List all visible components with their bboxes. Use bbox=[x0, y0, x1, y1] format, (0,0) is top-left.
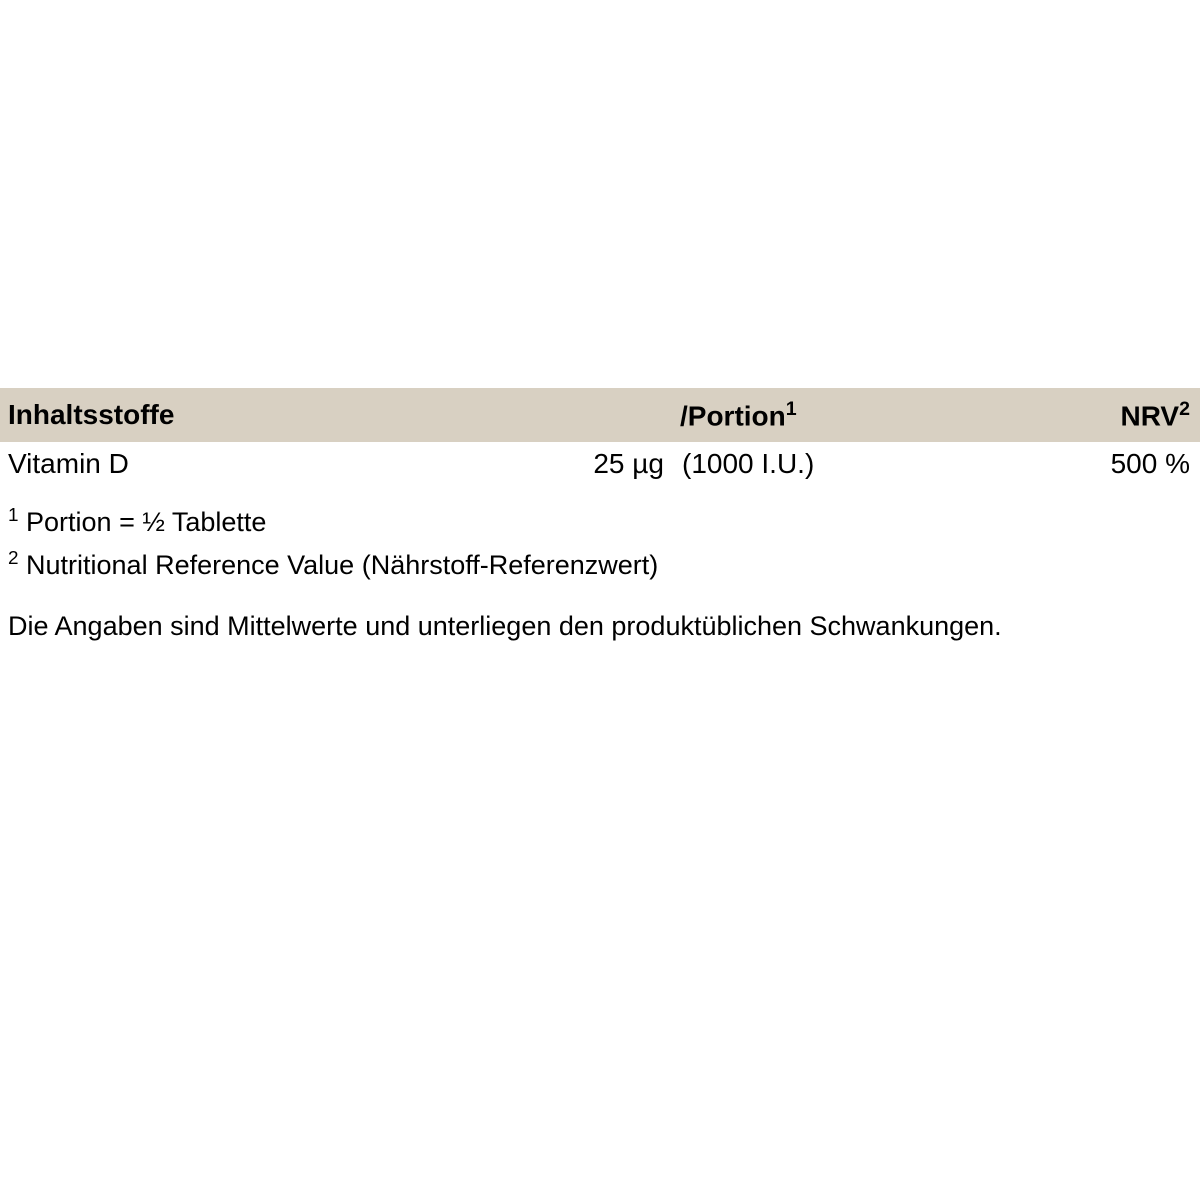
header-nrv-sup: 2 bbox=[1179, 398, 1190, 420]
page: Inhaltsstoffe /Portion1 NRV2 Vitamin D 2… bbox=[0, 0, 1200, 1200]
header-ingredients-text: Inhaltsstoffe bbox=[8, 399, 174, 430]
footnote-2-sup: 2 bbox=[8, 548, 19, 569]
cell-nrv: 500 % bbox=[936, 442, 1200, 486]
header-nrv-text: NRV bbox=[1120, 400, 1179, 431]
table-row: Vitamin D 25 µg (1000 I.U.) 500 % bbox=[0, 442, 1200, 486]
table-header-row: Inhaltsstoffe /Portion1 NRV2 bbox=[0, 388, 1200, 442]
footnote-1-text: Portion = ½ Tablette bbox=[19, 507, 267, 537]
cell-name: Vitamin D bbox=[0, 442, 528, 486]
footnote-1-sup: 1 bbox=[8, 505, 19, 526]
cell-amount: 25 µg bbox=[528, 442, 672, 486]
header-portion-prefix: /Portion bbox=[680, 400, 786, 431]
header-portion-sup: 1 bbox=[786, 398, 797, 420]
footnote-1: 1 Portion = ½ Tablette bbox=[8, 502, 1192, 543]
footnotes: 1 Portion = ½ Tablette 2 Nutritional Ref… bbox=[0, 486, 1200, 585]
header-nrv: NRV2 bbox=[936, 388, 1200, 442]
header-portion: /Portion1 bbox=[672, 388, 936, 442]
nutrition-table: Inhaltsstoffe /Portion1 NRV2 Vitamin D 2… bbox=[0, 388, 1200, 486]
nutrition-panel: Inhaltsstoffe /Portion1 NRV2 Vitamin D 2… bbox=[0, 388, 1200, 642]
footnote-2: 2 Nutritional Reference Value (Nährstoff… bbox=[8, 545, 1192, 586]
header-ingredients: Inhaltsstoffe bbox=[0, 388, 672, 442]
cell-iu: (1000 I.U.) bbox=[672, 442, 936, 486]
disclaimer-note: Die Angaben sind Mittelwerte und unterli… bbox=[0, 587, 1200, 642]
footnote-2-text: Nutritional Reference Value (Nährstoff-R… bbox=[19, 550, 659, 580]
